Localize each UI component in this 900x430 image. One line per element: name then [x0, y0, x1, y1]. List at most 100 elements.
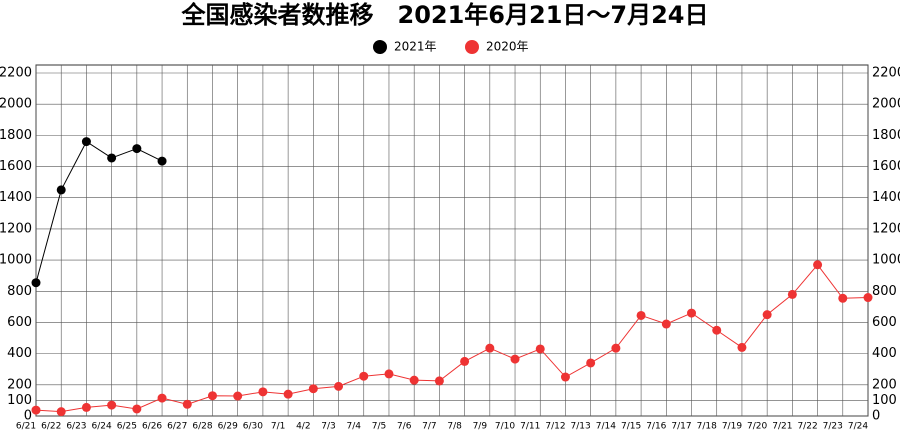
data-point: [535, 344, 545, 354]
data-point: [308, 384, 318, 394]
x-tick-label: 6/26: [142, 422, 162, 430]
x-tick-label: 7/22: [797, 422, 817, 430]
x-tick-label: 6/21: [16, 422, 36, 430]
y2-tick-label: 2000: [872, 97, 900, 112]
y-tick-label: 2200: [0, 66, 32, 81]
x-tick-label: 6/28: [192, 422, 212, 430]
y-tick-label: 100: [7, 393, 32, 408]
data-point: [434, 376, 444, 386]
x-tick-label: 7/15: [621, 422, 641, 430]
y-tick-label: 1800: [0, 128, 32, 143]
data-point: [56, 185, 66, 195]
y-tick-label: 1600: [0, 159, 32, 174]
x-tick-label: 7/13: [571, 422, 591, 430]
x-tick-label: 7/5: [372, 422, 386, 430]
y-tick-label: 1000: [0, 253, 32, 268]
y2-tick-label: 2200: [872, 66, 900, 81]
x-tick-label: 6/27: [167, 422, 187, 430]
x-tick-label: 4/2: [296, 422, 310, 430]
x-tick-label: 7/3: [321, 422, 335, 430]
data-point: [132, 404, 142, 414]
x-tick-label: 7/9: [473, 422, 488, 430]
y-tick-label: 400: [7, 346, 32, 361]
data-point: [157, 156, 167, 166]
x-tick-label: 7/1: [271, 422, 285, 430]
data-point: [661, 319, 671, 329]
data-point: [510, 354, 520, 364]
y2-tick-label: 1800: [872, 128, 900, 143]
data-point: [157, 393, 167, 403]
data-point: [787, 289, 797, 299]
legend-marker: [465, 40, 479, 54]
y-tick-label: 1400: [0, 190, 32, 205]
data-point: [132, 144, 142, 154]
x-tick-label: 7/21: [772, 422, 792, 430]
x-tick-label: 7/11: [520, 422, 540, 430]
data-point: [81, 137, 91, 147]
series-line: [35, 263, 869, 413]
x-tick-label: 7/7: [422, 422, 436, 430]
y2-tick-label: 0: [872, 409, 880, 424]
y-tick-label: 2000: [0, 97, 32, 112]
chart-title: 全国感染者数推移 2021年6月21日～7月24日: [181, 1, 709, 29]
data-point: [586, 358, 596, 368]
y-tick-label: 600: [7, 315, 32, 330]
data-point: [359, 371, 369, 381]
data-point: [283, 389, 293, 399]
data-point: [838, 293, 848, 303]
x-tick-label: 6/30: [243, 422, 263, 430]
legend-label: 2020年: [486, 40, 529, 54]
data-point: [31, 278, 41, 288]
data-point: [107, 153, 117, 163]
x-tick-label: 7/4: [347, 422, 362, 430]
series-line: [35, 140, 163, 283]
x-tick-label: 7/10: [495, 422, 515, 430]
y2-tick-label: 800: [872, 284, 897, 299]
x-tick-label: 7/24: [848, 422, 868, 430]
y2-tick-label: 1200: [872, 221, 900, 236]
data-point: [409, 375, 419, 385]
data-point: [560, 372, 570, 382]
y2-tick-label: 1600: [872, 159, 900, 174]
legend-label: 2021年: [394, 40, 437, 54]
x-tick-label: 6/25: [117, 422, 137, 430]
data-point: [384, 369, 394, 379]
data-point: [233, 391, 243, 401]
x-tick-label: 7/16: [646, 422, 666, 430]
x-tick-label: 7/23: [823, 422, 843, 430]
data-point: [334, 381, 344, 391]
data-point: [207, 391, 217, 401]
x-tick-label: 6/22: [41, 422, 61, 430]
data-point: [712, 325, 722, 335]
y2-tick-label: 200: [872, 377, 897, 392]
data-point: [762, 310, 772, 320]
x-tick-label: 6/29: [218, 422, 238, 430]
x-tick-label: 7/14: [596, 422, 616, 430]
data-point: [258, 387, 268, 397]
y2-tick-label: 100: [872, 393, 897, 408]
x-tick-label: 7/12: [545, 422, 565, 430]
x-tick-label: 7/8: [447, 422, 462, 430]
plot-frame: [35, 64, 869, 417]
x-tick-label: 7/17: [671, 422, 691, 430]
data-point: [460, 356, 470, 366]
data-point: [611, 343, 621, 353]
y2-tick-label: 1400: [872, 190, 900, 205]
data-point: [107, 400, 117, 410]
y-tick-label: 200: [7, 377, 32, 392]
data-point: [31, 405, 41, 415]
data-point: [636, 310, 646, 320]
data-point: [737, 342, 747, 352]
data-point: [56, 407, 66, 417]
x-tick-label: 7/20: [747, 422, 767, 430]
y2-tick-label: 1000: [872, 253, 900, 268]
x-tick-label: 7/18: [697, 422, 717, 430]
data-point: [485, 343, 495, 353]
data-point: [687, 308, 697, 318]
x-tick-label: 7/6: [397, 422, 412, 430]
data-point: [182, 399, 192, 409]
data-point: [813, 260, 823, 270]
y2-tick-label: 600: [872, 315, 897, 330]
x-tick-label: 6/24: [92, 422, 112, 430]
